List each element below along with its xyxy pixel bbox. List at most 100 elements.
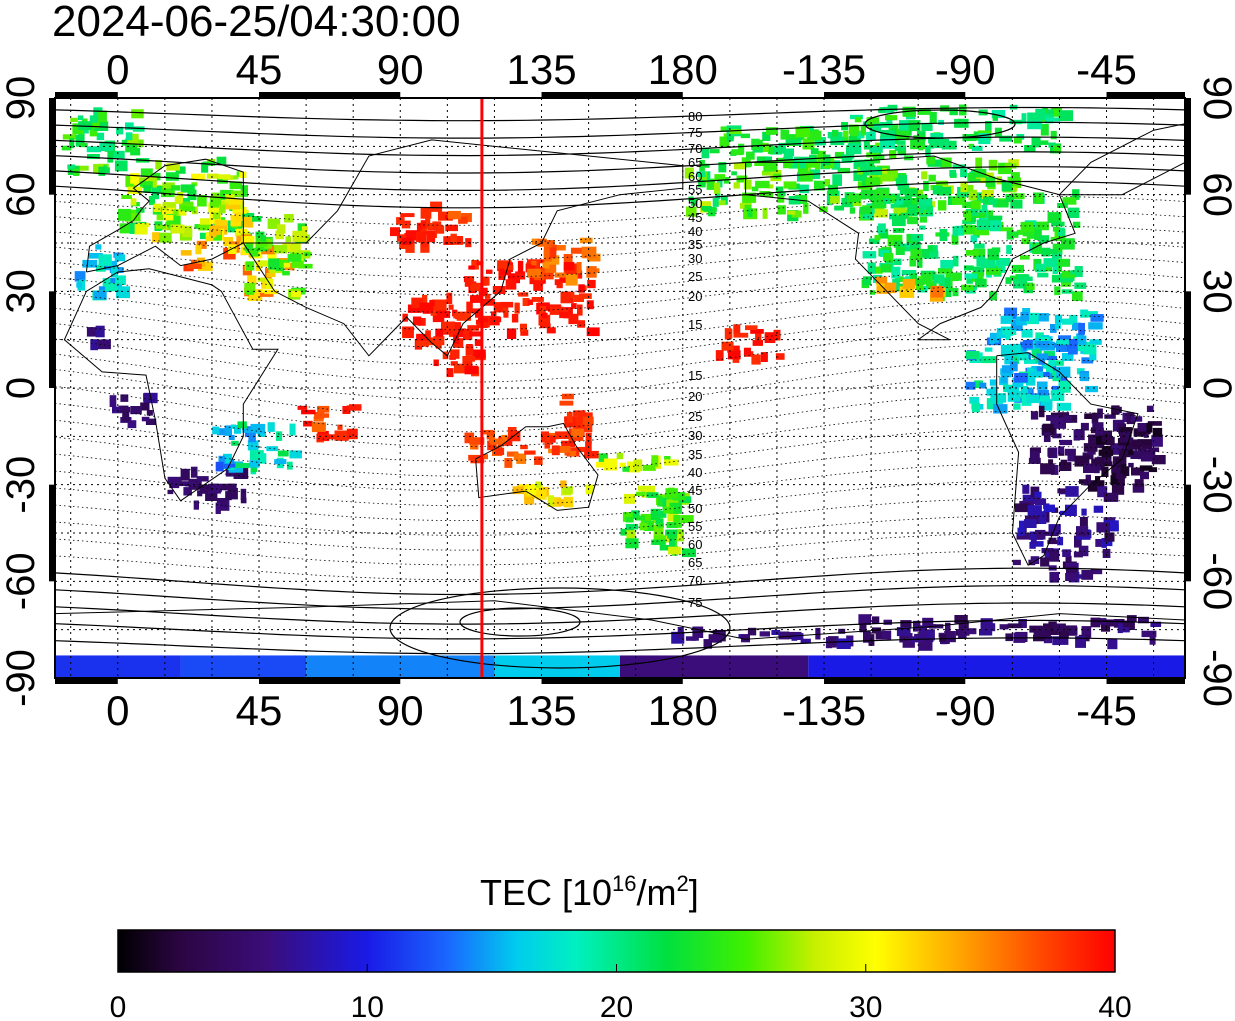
tec-cell bbox=[1064, 625, 1078, 636]
tec-cell bbox=[260, 292, 274, 297]
tec-cell bbox=[731, 149, 744, 156]
tec-cell bbox=[216, 156, 227, 165]
tec-cell bbox=[579, 237, 593, 244]
tec-cell bbox=[1101, 538, 1107, 548]
tec-cell bbox=[1137, 423, 1147, 432]
tec-cell bbox=[962, 219, 976, 225]
tec-cell bbox=[1066, 566, 1078, 578]
tec-cell bbox=[143, 393, 152, 402]
tec-cell bbox=[539, 323, 551, 329]
tec-cell bbox=[756, 156, 769, 163]
tec-cell bbox=[1009, 361, 1018, 372]
tec-cell bbox=[938, 119, 944, 125]
tec-cell bbox=[543, 271, 554, 280]
tec-cell bbox=[1041, 363, 1055, 369]
lon-tick-label: -45 bbox=[1076, 687, 1137, 734]
tec-cell bbox=[274, 459, 287, 465]
tec-cell bbox=[1021, 329, 1033, 338]
tec-cell bbox=[604, 458, 617, 471]
contour-label: 55 bbox=[688, 182, 702, 197]
tec-cell bbox=[242, 428, 251, 433]
tec-cell bbox=[1034, 229, 1042, 240]
tec-cell bbox=[1148, 467, 1158, 473]
coastline bbox=[85, 158, 244, 273]
coastlines bbox=[55, 123, 1185, 640]
tec-cell bbox=[832, 174, 842, 186]
tec-cell bbox=[999, 135, 1013, 142]
tec-cell bbox=[118, 208, 132, 221]
coastline bbox=[745, 155, 1076, 341]
tec-cell bbox=[1033, 497, 1041, 504]
tec-cell bbox=[101, 339, 107, 349]
tec-cell bbox=[1065, 486, 1079, 497]
tec-cell bbox=[95, 244, 102, 250]
map-title: 2024-06-25/04:30:00 bbox=[52, 0, 461, 46]
tec-cell bbox=[1113, 475, 1125, 486]
tec-cell bbox=[696, 171, 706, 177]
contour-label: 65 bbox=[688, 555, 702, 570]
tec-cell bbox=[67, 164, 76, 169]
tec-cell bbox=[918, 140, 924, 151]
tec-cell bbox=[598, 453, 608, 463]
tec-cell bbox=[1034, 259, 1042, 266]
tec-cell bbox=[446, 368, 454, 378]
tec-cell bbox=[290, 242, 301, 253]
tec-cell bbox=[1081, 508, 1087, 516]
tec-cell bbox=[1040, 336, 1050, 342]
tec-cell bbox=[463, 329, 473, 341]
tec-cell bbox=[531, 297, 544, 302]
tec-cell bbox=[74, 271, 86, 282]
tec-cell bbox=[93, 121, 109, 131]
tec-cell bbox=[76, 282, 82, 288]
tec-cell bbox=[581, 246, 597, 259]
tec-cell bbox=[468, 276, 475, 283]
tec-cell bbox=[991, 110, 1006, 119]
tec-cell bbox=[534, 456, 543, 465]
frame-bar bbox=[49, 291, 55, 388]
tec-cell bbox=[162, 182, 175, 194]
tec-cell bbox=[486, 430, 495, 440]
colorbar-tick-label: 40 bbox=[1098, 991, 1131, 1021]
tec-cell bbox=[237, 421, 247, 429]
magnetic-pole-contour bbox=[864, 109, 1016, 139]
frame-bar bbox=[49, 98, 55, 195]
tec-cell bbox=[467, 325, 480, 331]
tec-cell bbox=[259, 260, 273, 267]
tec-cell bbox=[1021, 238, 1031, 245]
tec-cell bbox=[1059, 439, 1073, 446]
tec-cell bbox=[944, 277, 951, 289]
tec-cell bbox=[234, 425, 242, 434]
tec-cell bbox=[875, 276, 888, 284]
tec-cell bbox=[1036, 381, 1048, 390]
tec-cell bbox=[721, 341, 734, 351]
tec-cell bbox=[842, 137, 849, 143]
tec-cell bbox=[1010, 172, 1020, 184]
tec-cell bbox=[958, 629, 967, 638]
colorbar-tick-label: 0 bbox=[110, 991, 127, 1021]
tec-cell bbox=[475, 310, 482, 318]
tec-cell bbox=[520, 329, 529, 336]
tec-cell bbox=[216, 498, 227, 508]
tec-cell bbox=[650, 508, 661, 521]
tec-cell bbox=[420, 220, 427, 229]
tec-cell bbox=[502, 302, 509, 314]
tec-cell bbox=[481, 276, 488, 286]
frame-bar bbox=[824, 678, 966, 684]
tec-cell bbox=[1065, 562, 1077, 570]
magnetic-contour bbox=[55, 240, 1185, 279]
tec-cell bbox=[264, 289, 278, 295]
tec-cell bbox=[1141, 630, 1157, 638]
tec-cell bbox=[834, 151, 845, 159]
tec-cell bbox=[1126, 412, 1135, 425]
tec-cell bbox=[875, 142, 883, 149]
tec-cell bbox=[1056, 339, 1069, 345]
tec-cell bbox=[236, 235, 243, 244]
tec-cell bbox=[625, 538, 639, 549]
tec-cell bbox=[952, 226, 958, 237]
tec-cell bbox=[450, 361, 458, 366]
tec-cell bbox=[421, 242, 429, 248]
tec-cell bbox=[985, 121, 992, 133]
tec-cell bbox=[1056, 402, 1071, 411]
tec-polar-band bbox=[494, 655, 620, 678]
lon-ticks-top: 0 45 90 135 180 -135 -90 -45 bbox=[106, 46, 1137, 93]
